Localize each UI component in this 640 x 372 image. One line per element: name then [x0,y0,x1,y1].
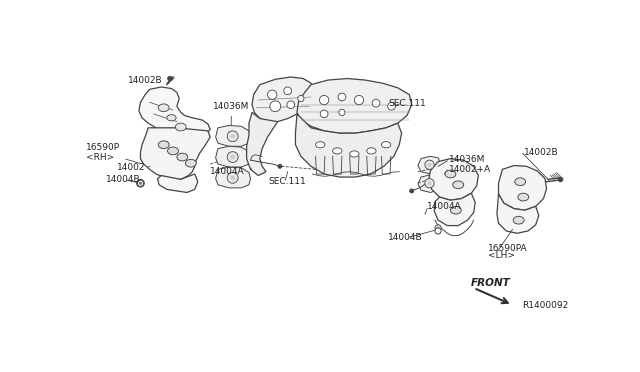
Circle shape [227,173,238,183]
Polygon shape [140,128,210,179]
Polygon shape [434,193,476,225]
Polygon shape [297,78,412,133]
Circle shape [139,182,142,185]
Circle shape [388,102,396,110]
Text: 14002B: 14002B [524,148,559,157]
Circle shape [338,93,346,101]
Ellipse shape [367,148,376,154]
Text: 14002+A: 14002+A [449,165,491,174]
Polygon shape [429,158,478,200]
Ellipse shape [381,142,391,148]
Polygon shape [139,87,210,139]
Ellipse shape [158,104,169,112]
Ellipse shape [452,181,463,189]
Text: R1400092: R1400092 [522,301,569,310]
Ellipse shape [333,148,342,154]
Circle shape [136,179,145,187]
Circle shape [435,225,441,231]
Circle shape [425,179,434,188]
Circle shape [230,134,235,139]
Circle shape [227,131,238,142]
Text: 14004A: 14004A [428,202,462,211]
Circle shape [410,189,413,193]
Ellipse shape [186,159,196,167]
Ellipse shape [349,151,359,157]
Circle shape [268,90,277,99]
Text: 14036M: 14036M [213,102,250,125]
Text: <LH>: <LH> [488,251,515,260]
Circle shape [339,109,345,115]
Ellipse shape [513,217,524,224]
Ellipse shape [168,147,179,155]
Circle shape [372,99,380,107]
Polygon shape [499,166,547,210]
Ellipse shape [518,193,529,201]
Text: 16590P
<RH>: 16590P <RH> [86,143,140,163]
Text: FRONT: FRONT [470,278,510,288]
Circle shape [298,96,304,102]
Text: SEC.111: SEC.111 [268,177,306,186]
Text: 14036M: 14036M [449,155,485,164]
Circle shape [287,101,294,109]
Ellipse shape [177,153,188,161]
Polygon shape [418,175,441,192]
Circle shape [319,96,329,105]
Text: SEC.111: SEC.111 [388,99,426,108]
Circle shape [230,155,235,159]
Ellipse shape [158,141,169,148]
Polygon shape [252,77,314,122]
Polygon shape [418,156,441,174]
Circle shape [558,177,563,182]
Circle shape [230,176,235,180]
Polygon shape [216,146,250,167]
Ellipse shape [451,206,461,214]
Polygon shape [296,114,402,177]
Circle shape [428,163,431,167]
Ellipse shape [515,178,525,186]
Circle shape [284,87,292,95]
Circle shape [436,226,440,230]
Polygon shape [216,167,250,188]
Polygon shape [246,112,278,176]
Ellipse shape [167,115,176,121]
Text: 14004A: 14004A [210,167,252,176]
Text: 14004B: 14004B [388,232,423,242]
Text: 14004B: 14004B [106,175,141,184]
Polygon shape [157,174,198,192]
Text: 14002B: 14002B [128,76,168,84]
Circle shape [355,96,364,105]
Circle shape [270,101,281,112]
Circle shape [138,181,142,185]
Circle shape [138,180,143,186]
Text: 14002: 14002 [117,163,150,172]
Polygon shape [497,194,539,233]
Polygon shape [216,125,250,146]
Circle shape [227,152,238,163]
Text: 16590PA: 16590PA [488,244,527,253]
Circle shape [168,76,172,81]
Circle shape [320,110,328,118]
Ellipse shape [445,170,456,178]
Circle shape [425,160,434,169]
Ellipse shape [316,142,325,148]
Circle shape [435,228,441,234]
Circle shape [428,181,431,185]
Ellipse shape [175,123,186,131]
Circle shape [278,164,282,168]
